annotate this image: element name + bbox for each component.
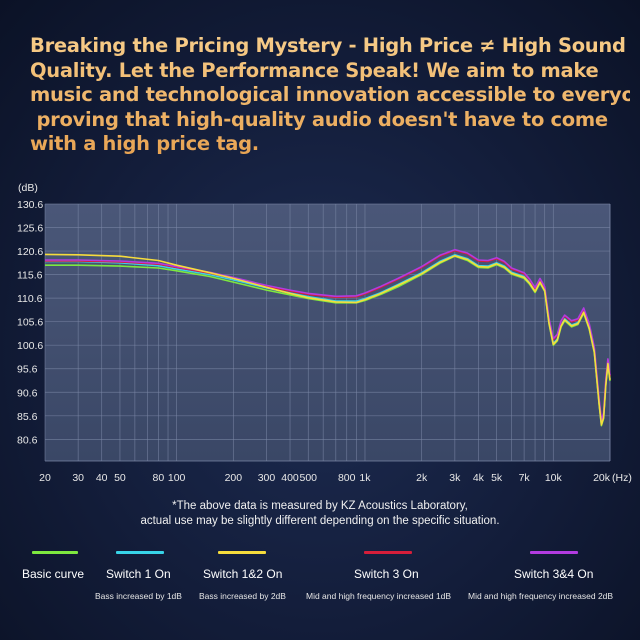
x-tick-label: 1k [359, 472, 371, 484]
y-axis: 130.6 125.6 120.6 115.6 110.6 105.6 100.6 95.6 9… [17, 199, 43, 446]
series-layer [44, 248, 611, 427]
x-tick-label: 10k [545, 472, 563, 484]
x-tick-label: 40 [96, 472, 108, 484]
x-tick-label: 4k [473, 472, 485, 484]
legend-swatch [116, 551, 164, 554]
legend-sublabel: Bass increased by 2dB [199, 591, 286, 601]
series-line-switch-1-2-on [44, 253, 611, 426]
legend-sublabel: Bass increased by 1dB [95, 591, 182, 601]
y-tick-label: 85.6 [17, 411, 38, 423]
x-tick-label: 300 [258, 472, 276, 484]
x-axis-label: (Hz) [612, 472, 632, 484]
x-tick-label: 200 [225, 472, 243, 484]
y-tick-label: 100.6 [17, 340, 43, 352]
x-tick-label: 20 [39, 472, 51, 484]
x-axis: 20 30 40 50 80 100 200 300 400 500 800 1k 2k 3k 4k 5k 7k… [39, 472, 611, 484]
x-tick-label: 7k [519, 472, 531, 484]
legend-label: Switch 1 On [106, 567, 171, 581]
legend-swatch [218, 551, 266, 554]
y-tick-label: 105.6 [17, 317, 43, 329]
legend-swatch [530, 551, 578, 554]
x-tick-label: 400 [281, 472, 299, 484]
measurement-note: *The above data is measured by KZ Acoust… [172, 500, 468, 512]
y-tick-label: 110.6 [17, 293, 43, 305]
legend-label: Switch 3 On [354, 567, 419, 581]
y-tick-label: 115.6 [17, 270, 43, 282]
x-tick-label: 3k [449, 472, 461, 484]
x-tick-label: 80 [153, 472, 165, 484]
plot-area [45, 204, 610, 461]
legend-label: Switch 3&4 On [514, 567, 594, 581]
legend-label: Switch 1&2 On [203, 567, 283, 581]
grid [44, 203, 611, 462]
x-tick-label: 50 [114, 472, 126, 484]
y-tick-label: 120.6 [17, 246, 43, 258]
series-line-switch-3-4-on [45, 248, 611, 421]
y-tick-label: 80.6 [17, 434, 38, 446]
x-tick-label: 20k [593, 472, 611, 484]
y-tick-label: 90.6 [17, 387, 38, 399]
x-tick-label: 2k [416, 472, 428, 484]
y-tick-label: 130.6 [17, 199, 43, 211]
x-tick-label: 100 [168, 472, 186, 484]
legend-label: Basic curve [22, 567, 85, 581]
y-tick-label: 95.6 [17, 364, 38, 376]
legend-sublabel: Mid and high frequency increased 2dB [468, 591, 614, 601]
x-tick-label: 30 [72, 472, 84, 484]
x-tick-label: 800 [338, 472, 356, 484]
y-tick-label: 125.6 [17, 223, 43, 235]
legend-sublabel: Mid and high frequency increased 1dB [306, 591, 452, 601]
x-tick-label: 5k [491, 472, 503, 484]
legend-swatch [32, 551, 78, 554]
x-tick-label: 500 [300, 472, 318, 484]
y-axis-label: (dB) [18, 182, 38, 194]
legend-swatch [364, 551, 412, 554]
measurement-note: actual use may be slightly different dep… [140, 515, 500, 527]
